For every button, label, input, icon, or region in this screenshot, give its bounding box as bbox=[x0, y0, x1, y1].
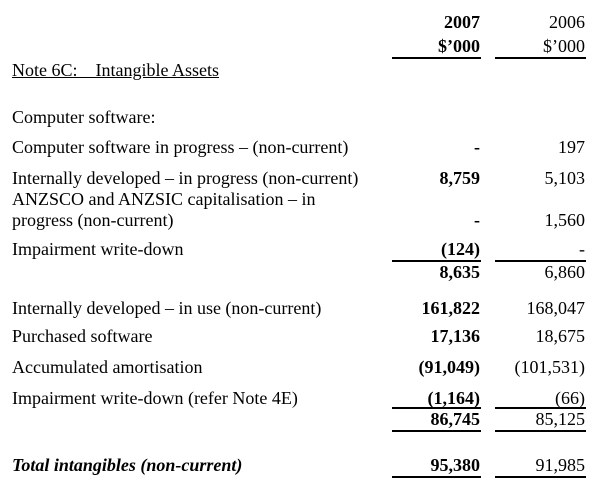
unit-2007: $’000 bbox=[438, 36, 480, 56]
row-2007: (91,049) bbox=[418, 357, 481, 377]
row-label: Internally developed – in use (non-curre… bbox=[12, 298, 322, 318]
row-2007: 17,136 bbox=[430, 326, 481, 346]
total-rule bbox=[495, 476, 586, 478]
total-2007: 95,380 bbox=[430, 455, 481, 475]
row-2007: - bbox=[474, 210, 480, 230]
subtotal-rule bbox=[392, 430, 481, 432]
unit-2006: $’000 bbox=[543, 36, 585, 56]
total-rule bbox=[392, 476, 481, 478]
header-rule-2006 bbox=[495, 57, 586, 59]
row-2006: 197 bbox=[558, 137, 585, 157]
subtotal-2007: 8,635 bbox=[439, 262, 481, 282]
total-2006: 91,985 bbox=[535, 455, 586, 475]
row-label: Internally developed – in progress (non-… bbox=[12, 168, 359, 188]
header-2006: 2006 bbox=[549, 12, 585, 32]
row-2006: - bbox=[579, 239, 585, 259]
header-2007: 2007 bbox=[444, 12, 480, 32]
section-label: Computer software: bbox=[12, 107, 156, 127]
row-2006: 1,560 bbox=[544, 210, 586, 230]
row-2006: (66) bbox=[555, 388, 585, 408]
row-2006: 5,103 bbox=[544, 168, 586, 188]
row-2007: 161,822 bbox=[421, 298, 481, 318]
row-label: Accumulated amortisation bbox=[12, 357, 203, 377]
row-2006: 18,675 bbox=[535, 326, 586, 346]
total-label: Total intangibles (non-current) bbox=[12, 455, 243, 475]
row-2006: (101,531) bbox=[514, 357, 586, 377]
subtotal-rule bbox=[495, 260, 586, 262]
note-title: Note 6C: Intangible Assets bbox=[12, 60, 219, 80]
row-2006: 168,047 bbox=[526, 298, 586, 318]
row-label: Impairment write-down bbox=[12, 239, 184, 259]
row-label: ANZSCO and ANZSIC capitalisation – in bbox=[12, 189, 316, 209]
row-2007: - bbox=[474, 137, 480, 157]
subtotal-rule bbox=[392, 407, 481, 409]
row-label: Purchased software bbox=[12, 326, 153, 346]
row-2007: (1,164) bbox=[427, 388, 481, 408]
row-label: Computer software in progress – (non-cur… bbox=[12, 137, 349, 157]
subtotal-rule bbox=[495, 407, 586, 409]
header-rule-2007 bbox=[392, 57, 481, 59]
subtotal-2006: 85,125 bbox=[535, 409, 586, 429]
row-label-cont: progress (non-current) bbox=[12, 210, 174, 230]
subtotal-2007: 86,745 bbox=[430, 409, 481, 429]
row-2007: 8,759 bbox=[439, 168, 481, 188]
subtotal-rule bbox=[495, 430, 586, 432]
subtotal-2006: 6,860 bbox=[544, 262, 586, 282]
row-2007: (124) bbox=[441, 239, 480, 259]
subtotal-rule bbox=[392, 260, 481, 262]
row-label: Impairment write-down (refer Note 4E) bbox=[12, 388, 298, 408]
